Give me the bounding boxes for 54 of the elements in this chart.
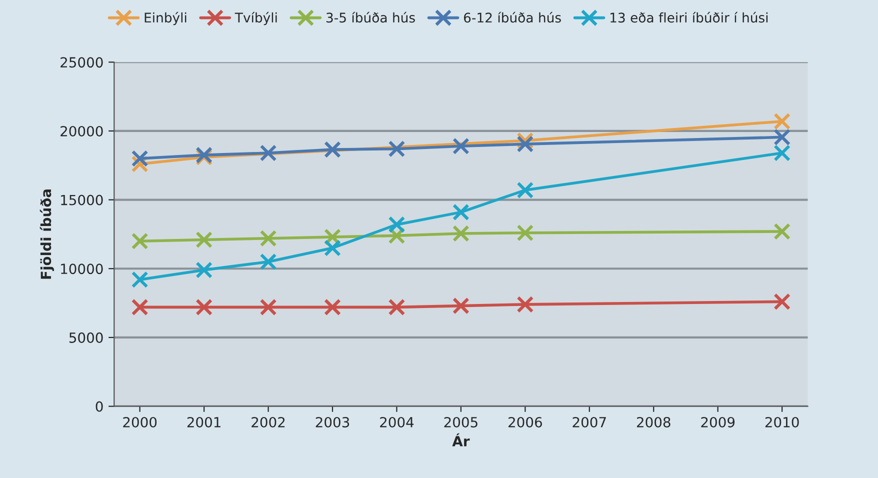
- x-tick-label: 2000: [123, 416, 157, 428]
- legend-label: 6-12 íbúða hús: [464, 12, 561, 23]
- x-tick-label: 2010: [765, 416, 799, 428]
- point: [774, 128, 791, 146]
- x-tick-label: 2003: [316, 416, 350, 428]
- point: [324, 240, 341, 256]
- point: [452, 138, 470, 155]
- y-tick-label: 15000: [61, 194, 103, 206]
- point: [774, 144, 791, 162]
- y-tick-label: 5000: [69, 332, 103, 343]
- y-tick-label: 20000: [60, 126, 103, 136]
- point: [516, 296, 534, 313]
- point: [260, 144, 277, 162]
- x-tick-label: 2004: [380, 416, 414, 428]
- point: [774, 222, 791, 240]
- point: [131, 298, 148, 316]
- x-tick-label: 2002: [252, 416, 285, 428]
- legend-label: Einbýli: [144, 12, 186, 26]
- point: [131, 150, 148, 167]
- legend-label: 13 eða fleiri íbúðir í húsi: [610, 12, 768, 23]
- point: [196, 262, 213, 278]
- point: [452, 204, 470, 221]
- point: [196, 231, 213, 248]
- legend-label: 3-5 íbúða hús: [326, 12, 415, 23]
- point: [452, 297, 470, 314]
- point: [388, 298, 406, 316]
- x-tick-label: 2009: [701, 416, 735, 428]
- y-axis-title: Fjöldi íbúða: [40, 190, 54, 279]
- legend-label: Tvíbýli: [234, 12, 277, 26]
- y-tick-label: 25000: [60, 57, 103, 68]
- x-tick-label: 2007: [572, 416, 606, 428]
- x-tick-label: 2001: [187, 416, 220, 428]
- point: [774, 112, 791, 130]
- point: [131, 271, 148, 288]
- x-tick-label: 2008: [636, 416, 670, 428]
- point: [388, 216, 406, 234]
- point: [516, 182, 534, 199]
- point: [516, 224, 534, 242]
- point: [452, 225, 470, 242]
- point: [196, 298, 213, 316]
- point: [324, 141, 341, 158]
- point: [260, 253, 277, 270]
- x-tick-label: 2006: [508, 416, 542, 428]
- x-tick-label: 2005: [444, 416, 478, 428]
- point: [260, 230, 277, 247]
- point: [388, 140, 406, 158]
- x-axis-title: Ár: [452, 433, 470, 446]
- point: [260, 298, 277, 316]
- point: [516, 136, 534, 153]
- point: [324, 298, 341, 316]
- point: [774, 293, 791, 310]
- y-tick-label: 10000: [61, 264, 103, 274]
- y-tick-label: 0: [96, 401, 103, 412]
- point: [131, 232, 148, 250]
